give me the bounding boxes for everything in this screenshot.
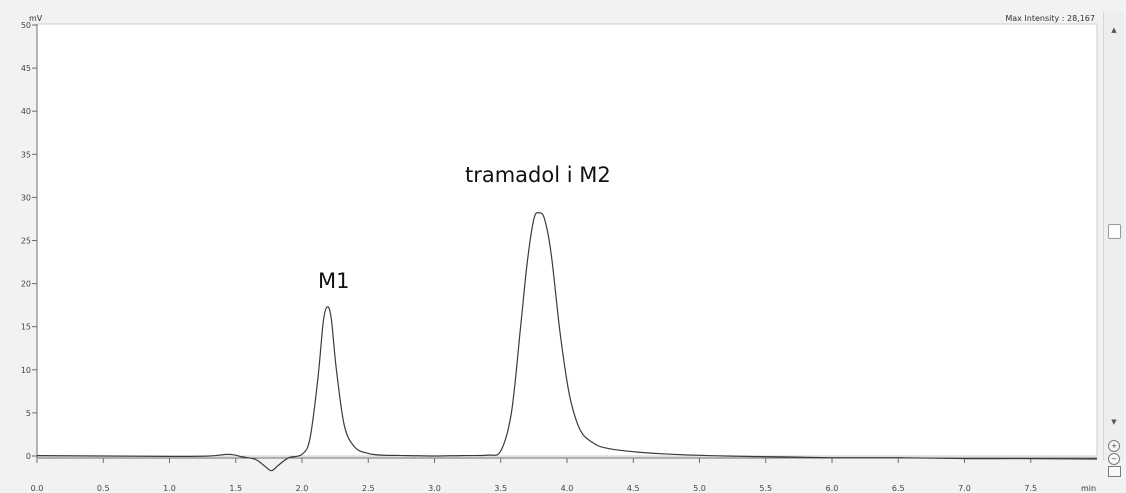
y-tick-label: 0 (26, 452, 31, 461)
zoom-reset-icon[interactable] (1108, 466, 1121, 477)
x-tick-label: 2.5 (362, 484, 375, 493)
x-tick-label: 7.5 (1024, 484, 1037, 493)
y-tick-label: 20 (21, 280, 31, 289)
max-intensity-label: Max Intensity : 28,167 (1005, 14, 1095, 23)
y-tick-label: 15 (21, 323, 31, 332)
y-axis: 0 5 10 15 20 25 30 35 40 45 50 (21, 21, 37, 461)
vertical-scrollbar[interactable]: ▲ ▼ (1103, 12, 1124, 460)
scroll-up-arrow-icon[interactable]: ▲ (1111, 26, 1117, 34)
x-tick-label: 2.0 (296, 484, 309, 493)
peak-label-m1: M1 (318, 269, 349, 293)
x-tick-label: 4.0 (561, 484, 574, 493)
scroll-down-arrow-icon[interactable]: ▼ (1111, 418, 1117, 426)
x-tick-label: 3.0 (428, 484, 441, 493)
x-tick-label: 5.0 (693, 484, 706, 493)
y-tick-label: 40 (21, 107, 31, 116)
y-tick-label: 5 (26, 409, 31, 418)
scroll-thumb[interactable] (1108, 224, 1121, 239)
y-tick-label: 50 (21, 21, 31, 30)
x-axis: 0.0 0.5 1.0 1.5 2.0 2.5 3.0 3.5 4.0 4.5 5.0 5.5 6.0 6… (31, 458, 1037, 493)
plot-area (36, 23, 1098, 457)
x-tick-label: 6.5 (892, 484, 905, 493)
x-tick-label: 1.5 (229, 484, 242, 493)
peak-label-tramadol-m2: tramadol i M2 (465, 163, 611, 187)
x-tick-label: 1.0 (163, 484, 176, 493)
x-tick-label: 3.5 (494, 484, 507, 493)
x-tick-label: 0.0 (31, 484, 44, 493)
y-tick-label: 10 (21, 366, 31, 375)
y-tick-label: 35 (21, 150, 31, 159)
y-tick-label: 45 (21, 64, 31, 73)
zoom-toolbar: + − (1104, 438, 1122, 478)
zoom-out-icon[interactable]: − (1108, 453, 1120, 465)
y-tick-label: 30 (21, 193, 31, 202)
x-tick-label: 5.5 (759, 484, 772, 493)
chromatogram-trace (36, 212, 1098, 472)
x-axis-unit-label: min (1081, 484, 1096, 493)
y-axis-unit-label: mV (29, 14, 43, 23)
x-tick-label: 4.5 (627, 484, 640, 493)
x-tick-label: 6.0 (826, 484, 839, 493)
x-tick-label: 7.0 (958, 484, 971, 493)
y-tick-label: 25 (21, 237, 31, 246)
x-tick-label: 0.5 (97, 484, 110, 493)
zoom-in-icon[interactable]: + (1108, 440, 1120, 452)
